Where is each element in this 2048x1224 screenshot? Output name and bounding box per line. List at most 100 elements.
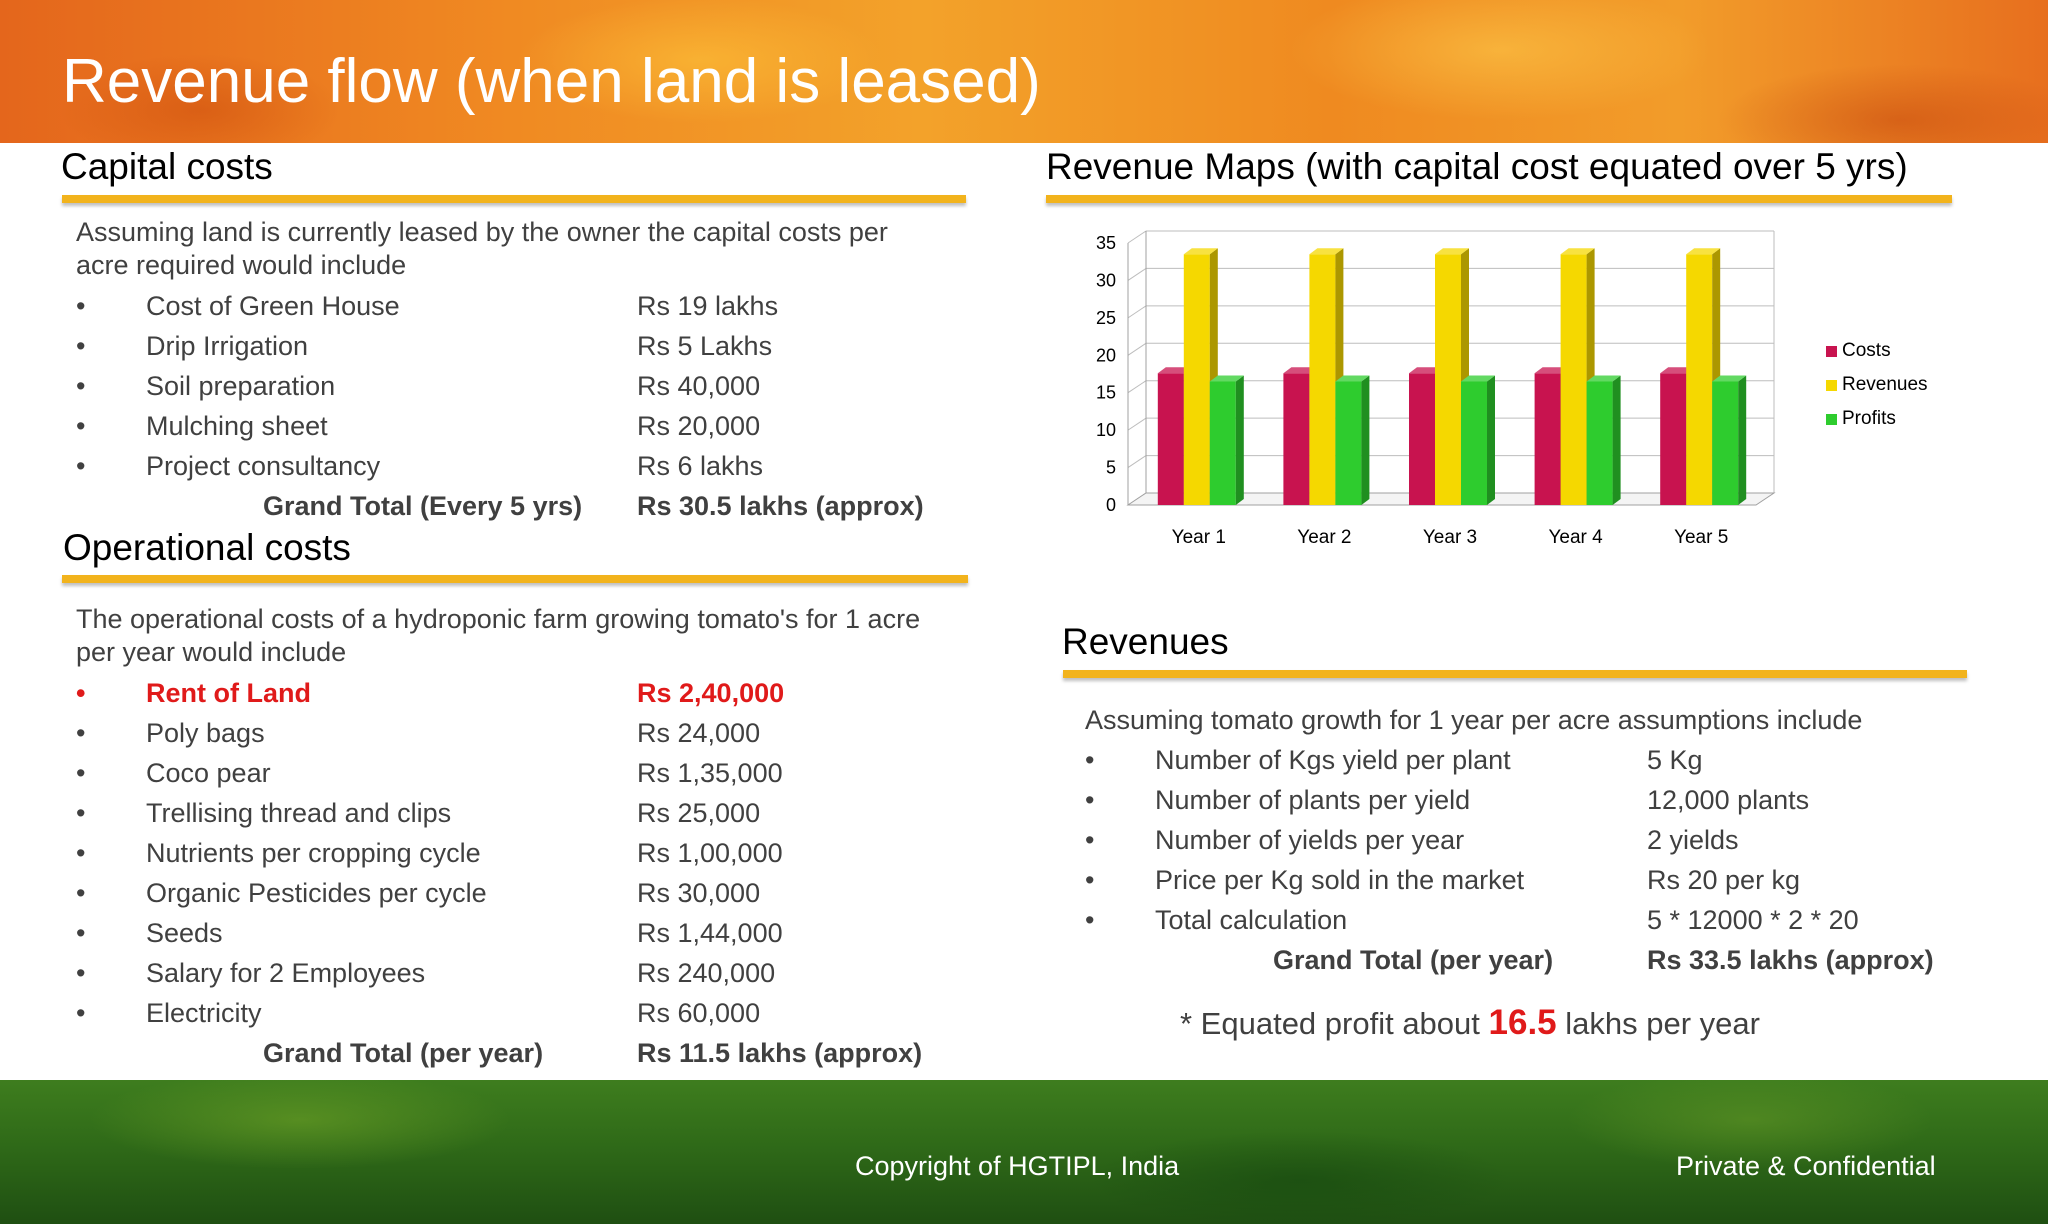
gridline-depth: [1127, 342, 1147, 356]
item-value: Rs 6 lakhs: [637, 451, 764, 481]
operational-costs-heading: Operational costs: [63, 527, 351, 568]
profit-suffix: lakhs per year: [1556, 1006, 1760, 1041]
revenues-rule: [1063, 670, 1967, 678]
item-label: Rent of Land: [146, 678, 311, 708]
legend-label-costs: Costs: [1842, 340, 1891, 361]
revenues-list: • Number of Kgs yield per plant 5 Kg • Numb…: [1085, 740, 1985, 940]
bullet-icon: •: [1085, 905, 1095, 935]
bar-costs-year-3: [1409, 373, 1435, 505]
item-label: Nutrients per cropping cycle: [146, 838, 481, 868]
bar-profits-year-1: [1209, 381, 1236, 505]
item-label: Drip Irrigation: [146, 331, 309, 361]
list-item: • Coco pear Rs 1,35,000: [76, 753, 976, 793]
item-label: Salary for 2 Employees: [146, 958, 426, 988]
list-item: • Total calculation 5 * 12000 * 2 * 20: [1085, 900, 1985, 940]
revenues-grand-total-value: Rs 33.5 lakhs (approx): [1647, 945, 1934, 975]
bar-revenues-year-2-top: [1309, 248, 1344, 255]
y-tick-label: 35: [1096, 233, 1116, 253]
bullet-icon: •: [76, 958, 86, 988]
capital-costs-rule: [62, 195, 966, 203]
bullet-icon: •: [1085, 785, 1095, 815]
item-label: Cost of Green House: [146, 291, 400, 321]
bullet-icon: •: [76, 451, 86, 481]
gridline-depth: [1127, 305, 1147, 319]
item-label: Number of plants per yield: [1155, 785, 1471, 815]
gridline-depth: [1127, 268, 1147, 281]
capital-costs-heading: Capital costs: [61, 146, 273, 187]
x-tick-label: Year 3: [1423, 527, 1477, 548]
bar-costs-year-2-top: [1283, 367, 1318, 374]
slide-title: Revenue flow (when land is leased): [62, 47, 1041, 116]
list-item: • Seeds Rs 1,44,000: [76, 913, 976, 953]
item-label: Total calculation: [1155, 905, 1348, 935]
bullet-icon: •: [76, 678, 86, 708]
gridline-depth: [1127, 455, 1147, 468]
item-value: Rs 1,35,000: [637, 758, 783, 788]
item-value: 12,000 plants: [1647, 785, 1810, 815]
bar-profits-year-2-top: [1335, 375, 1370, 382]
revenues-intro: Assuming tomato growth for 1 year per ac…: [1085, 705, 1863, 735]
bullet-icon: •: [76, 838, 86, 868]
bar-revenues-year-5: [1686, 254, 1713, 505]
revenue-bar-chart: 0 5 10 15 20 25 30 35 Year 1 Year 2 Year 3 Year 4 Ye…: [1096, 230, 1776, 548]
item-label: Project consultancy: [146, 451, 381, 481]
bar-profits-year-1-side: [1235, 375, 1244, 505]
list-item: • Number of plants per yield 12,000 plants: [1085, 780, 1985, 820]
legend-item-profits: Profits: [1826, 405, 1928, 439]
bar-costs-year-2: [1283, 373, 1310, 505]
x-tick-label: Year 4: [1548, 527, 1603, 548]
item-label: Electricity: [146, 998, 262, 1028]
footer-banner: [0, 1080, 2048, 1224]
bar-profits-year-1-top: [1209, 375, 1244, 382]
bullet-icon: •: [76, 998, 86, 1028]
y-tick-label: 25: [1096, 308, 1116, 328]
bar-revenues-year-1-top: [1183, 248, 1218, 255]
item-value: Rs 2,40,000: [637, 678, 785, 708]
operational-grand-total-value: Rs 11.5 lakhs (approx): [637, 1038, 923, 1068]
bullet-icon: •: [1085, 865, 1095, 895]
list-item: • Cost of Green House Rs 19 lakhs: [76, 286, 976, 326]
bar-profits-year-5-top: [1712, 375, 1747, 382]
bar-profits-year-3-top: [1461, 375, 1495, 382]
operational-intro-line-2: per year would include: [76, 637, 347, 667]
item-value: 5 Kg: [1647, 745, 1703, 775]
item-label: Organic Pesticides per cycle: [146, 878, 487, 908]
item-value: Rs 24,000: [637, 718, 761, 748]
legend-label-profits: Profits: [1842, 408, 1896, 429]
bar-profits-year-3: [1461, 381, 1487, 505]
bullet-icon: •: [76, 291, 86, 321]
item-label: Soil preparation: [146, 371, 336, 401]
confidential-text: Private & Confidential: [1676, 1151, 1936, 1181]
bar-profits-year-5: [1712, 381, 1739, 505]
list-item: • Number of yields per year 2 yields: [1085, 820, 1985, 860]
bar-revenues-year-5-top: [1686, 248, 1721, 255]
operational-grand-total-label: Grand Total (per year): [263, 1038, 544, 1068]
bullet-icon: •: [76, 798, 86, 828]
y-tick-label: 20: [1096, 345, 1116, 365]
list-item: • Number of Kgs yield per plant 5 Kg: [1085, 740, 1985, 780]
bar-profits-year-5-side: [1738, 375, 1747, 505]
item-label: Number of yields per year: [1155, 825, 1465, 855]
bar-revenues-year-2: [1309, 254, 1336, 505]
list-item: • Price per Kg sold in the market Rs 20 pe…: [1085, 860, 1985, 900]
list-item: • Drip Irrigation Rs 5 Lakhs: [76, 326, 976, 366]
legend-swatch-profits: [1826, 414, 1837, 425]
bar-profits-year-4: [1586, 381, 1613, 505]
y-tick-label: 10: [1096, 420, 1116, 440]
item-value: Rs 240,000: [637, 958, 776, 988]
item-value: Rs 1,44,000: [637, 918, 783, 948]
bar-costs-year-4-top: [1534, 367, 1569, 374]
list-item: • Salary for 2 Employees Rs 240,000: [76, 953, 976, 993]
operational-costs-list: • Rent of Land Rs 2,40,000 • Poly bags Rs 24…: [76, 673, 976, 1033]
legend-label-revenues: Revenues: [1842, 374, 1928, 395]
revenues-grand-total-label: Grand Total (per year): [1273, 945, 1554, 975]
bullet-icon: •: [76, 718, 86, 748]
bullet-icon: •: [76, 918, 86, 948]
list-item: • Soil preparation Rs 40,000: [76, 366, 976, 406]
bullet-icon: •: [1085, 825, 1095, 855]
copyright-text: Copyright of HGTIPL, India: [855, 1151, 1180, 1181]
bullet-icon: •: [76, 411, 86, 441]
y-tick-label: 15: [1096, 383, 1116, 403]
list-item: • Nutrients per cropping cycle Rs 1,00,000: [76, 833, 976, 873]
revenue-maps-rule: [1046, 195, 1952, 203]
